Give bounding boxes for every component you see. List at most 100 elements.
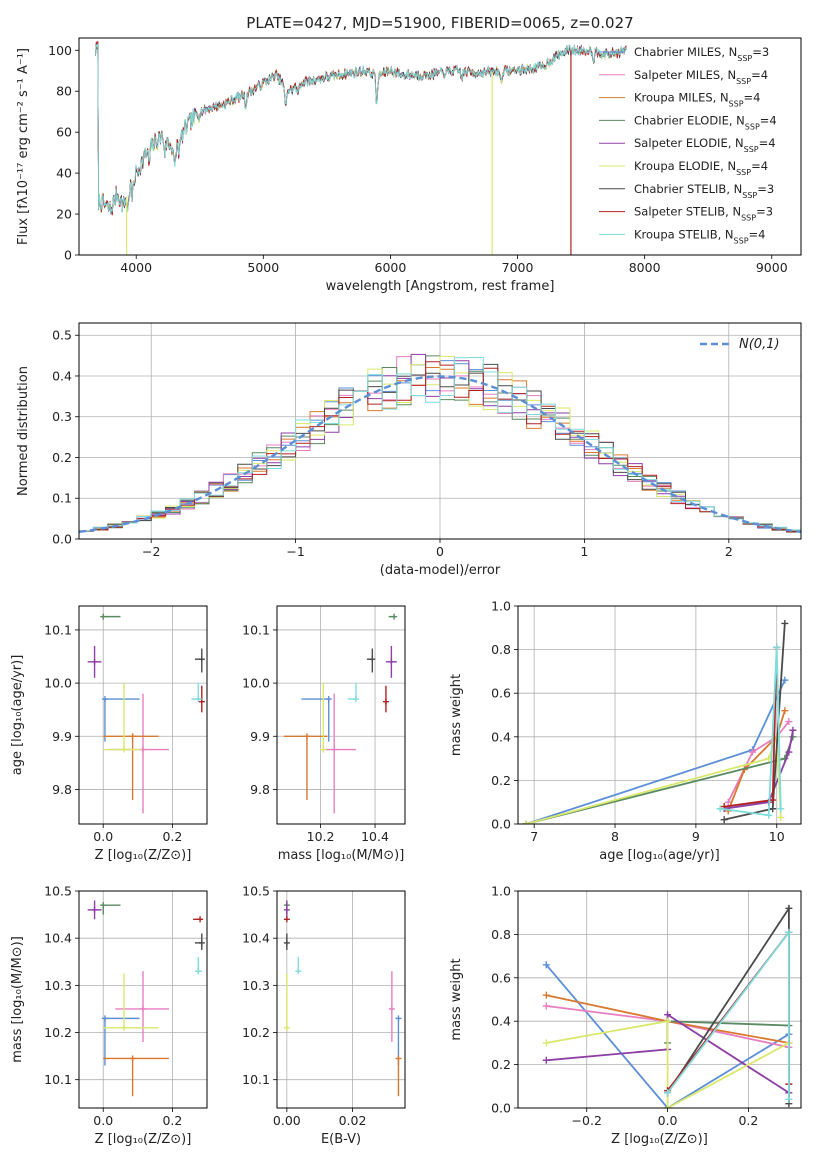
spectrum-legend: Chabrier MILES, NSSP=3 Salpeter MILES, NS…	[599, 45, 777, 245]
axes-frame-weight_vs_age	[517, 605, 802, 825]
y-tick-label: 20	[56, 207, 72, 222]
y-axis-label: mass weight	[449, 958, 464, 1040]
x-tick-label: 8000	[629, 260, 661, 275]
plot-area-residuals	[79, 353, 801, 534]
y-tick-label: 0.0	[491, 817, 511, 832]
errorbar-point-kroupa_miles	[103, 1055, 169, 1097]
x-tick-label: 0.2	[162, 1113, 182, 1128]
series-marker-kroupa_elodie	[664, 1017, 672, 1025]
series-marker-kroupa_stelib	[773, 643, 781, 651]
errorbar-point-salpeter_elodie	[87, 645, 102, 678]
x-tick-label: 0.00	[273, 1113, 301, 1128]
plot-area-weight_vs_age	[522, 619, 797, 824]
y-axis-label: Flux [fλ10⁻¹⁷ erg cm⁻² s⁻¹ A⁻¹]	[16, 48, 31, 245]
x-tick-label: 1	[580, 544, 588, 559]
x-axis-label: (data-model)/error	[380, 563, 501, 578]
y-tick-label: 40	[56, 166, 72, 181]
y-tick-label: 0.1	[52, 491, 72, 506]
axes-frame-mass_vs_Z	[78, 890, 208, 1109]
x-axis-label: Z [log₁₀(Z/Z⊙)]	[611, 1132, 708, 1147]
errorbar-point-chabrier_stelib	[194, 648, 205, 673]
y-tick-label: 0.3	[52, 409, 72, 424]
errorbar-point-kroupa_elodie	[283, 973, 290, 1031]
legend-entry-salpeter_elodie: Salpeter ELODIE, NSSP=4	[634, 136, 776, 154]
y-tick-label: 9.9	[52, 729, 72, 744]
y-tick-label: 10.1	[242, 622, 270, 637]
errorbar-point-salpeter_stelib	[382, 685, 389, 713]
x-tick-label: 8	[611, 829, 619, 844]
x-axis-label: wavelength [Angstrom, rest frame]	[326, 279, 555, 294]
errorbar-point-chabrier_miles	[101, 696, 140, 742]
errorbar-point-chabrier_miles	[301, 696, 332, 742]
y-tick-label: 10.1	[44, 1072, 72, 1087]
series-marker-salpeter_elodie	[664, 1011, 672, 1019]
errorbar-point-salpeter_elodie	[87, 900, 102, 920]
errorbar-point-kroupa_elodie	[103, 683, 142, 753]
residuals-legend: N(0,1)	[700, 337, 780, 352]
errorbar-point-chabrier_elodie	[100, 902, 121, 915]
errorbar-point-salpeter_elodie	[385, 645, 397, 678]
y-axis-label: mass [log₁₀(M/M⊙)]	[10, 936, 25, 1063]
axes-age_vs_mass: 10.2 10.4 9.8 9.9 10.0 10.1 mass [log₁₀(M/M⊙)]	[242, 606, 405, 863]
series-marker-salpeter_elodie	[542, 1056, 550, 1064]
y-tick-label: 10.3	[44, 978, 72, 993]
axes-frame-spectrum	[78, 37, 802, 256]
y-tick-label: 10.2	[242, 1025, 270, 1040]
axes-mass_vs_Z: 0.0 0.2 10.1 10.2 10.3 10.4 10.5 Z [log₁₀(Z/Z⊙)…	[10, 884, 207, 1147]
y-tick-label: 60	[56, 125, 72, 140]
y-tick-label: 0.4	[491, 729, 511, 744]
legend-entry-kroupa_elodie: Kroupa ELODIE, NSSP=4	[634, 159, 768, 177]
y-tick-label: 1.0	[491, 884, 511, 899]
y-tick-label: 10.2	[44, 1025, 72, 1040]
legend-entry-chabrier_miles: Chabrier MILES, NSSP=3	[634, 45, 769, 63]
errorbar-point-salpeter_stelib	[283, 916, 290, 923]
errorbar-point-kroupa_elodie	[103, 973, 159, 1031]
y-tick-label: 1.0	[491, 599, 511, 614]
spectrum-line-kroupa_stelib	[95, 43, 627, 214]
y-tick-label: 10.1	[44, 622, 72, 637]
y-tick-label: 0.0	[491, 1101, 511, 1116]
series-line-chabrier_miles	[545, 964, 790, 1108]
y-tick-label: 10.5	[44, 884, 72, 899]
y-tick-label: 0.4	[491, 1014, 511, 1029]
series-marker-salpeter_miles	[748, 748, 756, 756]
legend-entry-normal: N(0,1)	[739, 337, 780, 352]
errorbar-point-salpeter_stelib	[193, 916, 204, 923]
y-tick-label: 10.4	[242, 931, 270, 946]
series-marker-chabrier_miles	[781, 676, 789, 684]
axes-spectrum: 4000 5000 6000 7000 8000 9000 0 20 40 60 80 100 wave…	[16, 40, 788, 294]
plot-area-mass_vs_ebv	[283, 900, 402, 1097]
axes-weight_vs_Z: −0.2 0.0 0.2 0.0 0.2 0.4 0.6 0.8 1.0 Z [log₁₀(Z/Z…	[449, 884, 801, 1147]
series-marker-chabrier_stelib	[785, 904, 793, 912]
x-tick-label: −2	[142, 544, 160, 559]
x-tick-label: 0.0	[658, 1113, 678, 1128]
series-marker-kroupa_stelib	[716, 805, 724, 813]
plot-area-age_vs_Z	[87, 613, 205, 814]
legend-entry-salpeter_stelib: Salpeter STELIB, NSSP=3	[634, 205, 773, 223]
errorbar-point-kroupa_elodie	[320, 683, 327, 753]
x-tick-label: 6000	[375, 260, 407, 275]
errorbar-point-kroupa_stelib	[191, 683, 202, 703]
x-tick-label: 7	[530, 829, 538, 844]
y-tick-label: 10.5	[242, 884, 270, 899]
series-marker-kroupa_miles	[781, 707, 789, 715]
x-tick-label: 0.0	[93, 1113, 113, 1128]
series-line-kroupa_elodie	[546, 1020, 790, 1108]
figure-title: PLATE=0427, MJD=51900, FIBERID=0065, z=0…	[246, 14, 633, 32]
x-tick-label: 9000	[756, 260, 788, 275]
axes-frame-age_vs_Z	[78, 605, 208, 825]
series-marker-salpeter_miles	[785, 718, 793, 726]
y-tick-label: 10.4	[44, 931, 72, 946]
x-tick-label: −0.2	[572, 1113, 602, 1128]
y-tick-label: 0.6	[491, 686, 511, 701]
x-tick-label: 10	[769, 829, 785, 844]
y-tick-label: 100	[48, 43, 72, 58]
y-tick-label: 0.4	[52, 368, 72, 383]
errorbar-point-kroupa_stelib	[295, 957, 302, 975]
x-tick-label: 0.0	[93, 829, 113, 844]
y-tick-label: 10.3	[242, 978, 270, 993]
x-tick-label: 0.2	[162, 829, 182, 844]
errorbar-point-chabrier_elodie	[100, 613, 121, 620]
y-tick-label: 10.0	[242, 676, 270, 691]
